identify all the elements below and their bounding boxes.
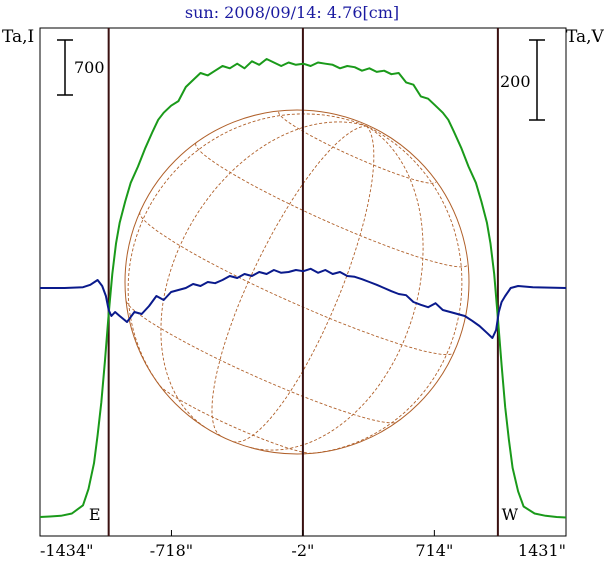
latitude-line	[159, 385, 312, 454]
longitude-line	[211, 125, 367, 437]
reference-lines	[107, 28, 499, 536]
x-tick-label: -2"	[291, 541, 314, 560]
longitude-line	[160, 121, 367, 428]
longitude-line	[233, 125, 375, 443]
longitude-line	[302, 125, 463, 455]
solar-limb	[124, 109, 470, 455]
right-scale-label: 200	[500, 72, 531, 91]
x-tick-label: 1431"	[518, 541, 566, 560]
solar-disk-grid	[124, 109, 470, 455]
latitude-line	[125, 301, 397, 424]
right-scale-bar: 200	[500, 39, 545, 121]
x-tick-label: -718"	[150, 541, 193, 560]
x-tick-label: 714"	[415, 541, 453, 560]
left-axis-label: Ta,I	[2, 27, 34, 47]
longitude-line	[250, 125, 424, 451]
limb-label-e: E	[89, 505, 101, 524]
series-group	[39, 58, 567, 519]
chart-title: sun: 2008/09/14: 4.76[cm]	[185, 3, 399, 22]
series-line-I	[39, 58, 567, 519]
left-scale-bar: 700	[57, 39, 105, 96]
left-scale-label: 700	[74, 58, 105, 77]
latitude-line	[278, 111, 437, 184]
x-tick-label: -1434"	[40, 541, 93, 560]
limb-label-w: W	[502, 505, 519, 524]
series-line-V	[40, 267, 567, 339]
right-axis-label: Ta,V	[566, 27, 604, 47]
longitude-line	[127, 113, 367, 393]
latitude-line	[139, 211, 455, 356]
latitude-line	[195, 143, 469, 268]
x-axis-ticks: -1434" -718" -2" 714" 1431"	[39, 530, 567, 560]
